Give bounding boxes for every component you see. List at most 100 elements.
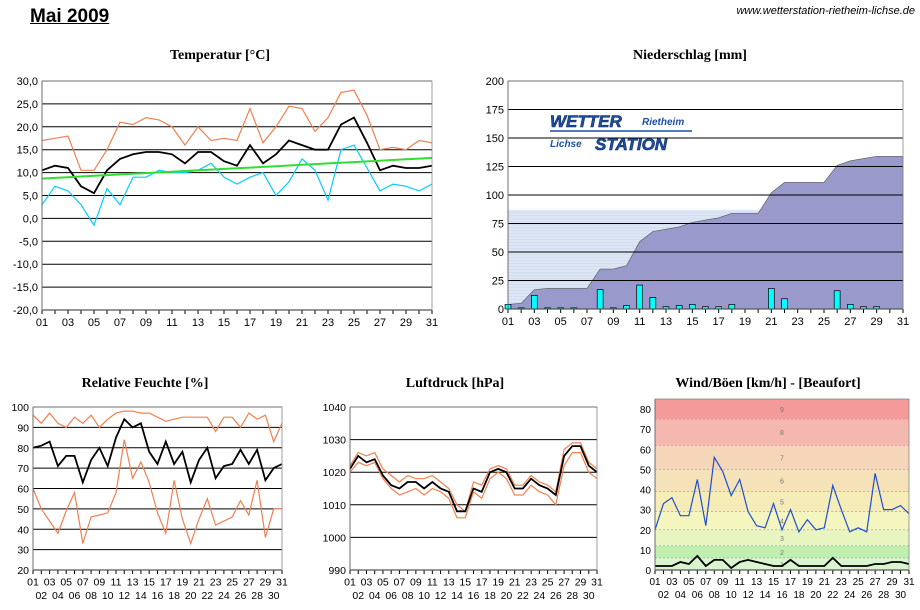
y-tick-label: 1000 bbox=[323, 532, 347, 544]
x-tick-label: 11 bbox=[166, 317, 177, 329]
x-tick-label: 21 bbox=[819, 577, 831, 588]
x-tick-label: 31 bbox=[591, 577, 603, 589]
x-tick-label: 12 bbox=[118, 590, 130, 602]
x-tick-label: 24 bbox=[218, 590, 230, 602]
x-tick-label: 16 bbox=[776, 590, 788, 601]
x-tick-label: 20 bbox=[810, 590, 822, 601]
y-tick-label: 30 bbox=[640, 506, 652, 517]
x-tick-label: 23 bbox=[525, 577, 537, 589]
plot-frame bbox=[349, 406, 598, 571]
x-tick-label: 23 bbox=[792, 316, 804, 328]
chart-title: Wind/Böen [km/h] - [Beaufort] bbox=[675, 376, 860, 391]
beaufort-label: 7 bbox=[780, 455, 784, 462]
series-line-max bbox=[32, 410, 283, 444]
x-tick-label: 09 bbox=[94, 577, 106, 589]
beaufort-band bbox=[655, 511, 909, 530]
y-tick-label: 50 bbox=[640, 465, 652, 476]
y-tick-label: 1040 bbox=[323, 402, 347, 414]
y-tick-label: 50 bbox=[17, 504, 29, 516]
beaufort-label: 3 bbox=[780, 536, 784, 543]
series-line-mittel bbox=[349, 445, 598, 513]
plot-frame bbox=[654, 398, 910, 571]
logo-text-wetter: WETTER bbox=[550, 112, 622, 131]
x-tick-label: 22 bbox=[201, 590, 213, 602]
series-line-min bbox=[41, 144, 433, 227]
x-tick-label: 05 bbox=[555, 316, 567, 328]
x-tick-label: 21 bbox=[765, 316, 777, 328]
x-tick-label: 25 bbox=[348, 317, 360, 329]
x-tick-label: 21 bbox=[296, 317, 308, 329]
bar bbox=[728, 304, 736, 310]
y-tick-label: -20,0 bbox=[13, 305, 38, 317]
beaufort-label: 8 bbox=[780, 430, 784, 437]
x-tick-label: 01 bbox=[36, 317, 48, 329]
x-tick-label: 09 bbox=[607, 316, 619, 328]
x-tick-label: 23 bbox=[836, 577, 848, 588]
y-tick-label: 0 bbox=[645, 566, 651, 577]
x-tick-label: 10 bbox=[726, 590, 738, 601]
y-tick-label: 0,0 bbox=[23, 213, 38, 225]
x-tick-label: 16 bbox=[468, 590, 480, 602]
x-tick-label: 17 bbox=[244, 317, 256, 329]
x-tick-label: 17 bbox=[476, 577, 488, 589]
x-tick-label: 26 bbox=[235, 590, 247, 602]
x-tick-label: 25 bbox=[542, 577, 554, 589]
bar bbox=[781, 298, 788, 310]
x-tick-label: 22 bbox=[517, 590, 529, 602]
beaufort-label: 5 bbox=[780, 500, 784, 507]
x-tick-label: 28 bbox=[251, 590, 263, 602]
series-line-böen bbox=[654, 455, 910, 534]
bar bbox=[636, 284, 643, 310]
x-tick-label: 06 bbox=[385, 590, 397, 602]
x-tick-label: 14 bbox=[451, 590, 463, 602]
x-tick-label: 15 bbox=[768, 577, 780, 588]
y-tick-label: 20 bbox=[640, 526, 652, 537]
x-tick-label: 10 bbox=[418, 590, 430, 602]
bar bbox=[596, 289, 604, 310]
x-tick-label: 04 bbox=[52, 590, 64, 602]
x-tick-label: 06 bbox=[69, 590, 81, 602]
beaufort-band bbox=[655, 469, 909, 492]
x-tick-label: 27 bbox=[243, 577, 255, 589]
beaufort-band bbox=[655, 491, 909, 512]
x-tick-label: 03 bbox=[361, 577, 373, 589]
x-tick-label: 17 bbox=[713, 316, 725, 328]
y-tick-label: 20,0 bbox=[17, 122, 38, 134]
beaufort-label: 2 bbox=[780, 550, 784, 557]
y-tick-label: 200 bbox=[486, 76, 504, 88]
y-tick-label: 100 bbox=[11, 402, 29, 414]
bar bbox=[649, 297, 657, 310]
beaufort-band bbox=[655, 529, 909, 546]
y-tick-label: 10,0 bbox=[17, 168, 38, 180]
x-tick-label: 13 bbox=[751, 577, 763, 588]
x-tick-label: 11 bbox=[427, 577, 438, 589]
x-tick-label: 04 bbox=[675, 590, 687, 601]
station-logo: WETTER Rietheim Lichse STATION bbox=[550, 112, 692, 154]
x-tick-label: 21 bbox=[509, 577, 521, 589]
beaufort-band bbox=[655, 445, 909, 470]
x-tick-label: 14 bbox=[135, 590, 147, 602]
series-line-trend bbox=[41, 156, 433, 180]
x-tick-label: 03 bbox=[528, 316, 540, 328]
x-tick-label: 15 bbox=[686, 316, 698, 328]
chart-title: Niederschlag [mm] bbox=[633, 48, 747, 63]
x-tick-label: 19 bbox=[802, 577, 814, 588]
y-tick-label: 10 bbox=[640, 546, 652, 557]
y-tick-label: 30 bbox=[17, 545, 29, 557]
x-tick-label: 03 bbox=[44, 577, 56, 589]
page-title: Mai 2009 bbox=[30, 6, 110, 27]
x-tick-label: 30 bbox=[895, 590, 907, 601]
x-tick-label: 08 bbox=[85, 590, 97, 602]
x-tick-label: 19 bbox=[492, 577, 504, 589]
site-url[interactable]: www.wetterstation-rietheim-lichse.de bbox=[736, 5, 915, 17]
x-tick-label: 01 bbox=[649, 577, 661, 588]
bar bbox=[689, 304, 696, 310]
x-tick-label: 31 bbox=[903, 577, 915, 588]
x-tick-label: 26 bbox=[550, 590, 562, 602]
y-tick-label: 150 bbox=[486, 133, 504, 145]
y-tick-label: 20 bbox=[17, 565, 29, 577]
x-tick-label: 29 bbox=[871, 316, 883, 328]
y-tick-label: 90 bbox=[17, 422, 29, 434]
x-tick-label: 23 bbox=[210, 577, 222, 589]
chart-temperatur: Temperatur [°C] -20,0 -15,0 -10,0 -5,0 0,0 5,… bbox=[13, 48, 438, 329]
